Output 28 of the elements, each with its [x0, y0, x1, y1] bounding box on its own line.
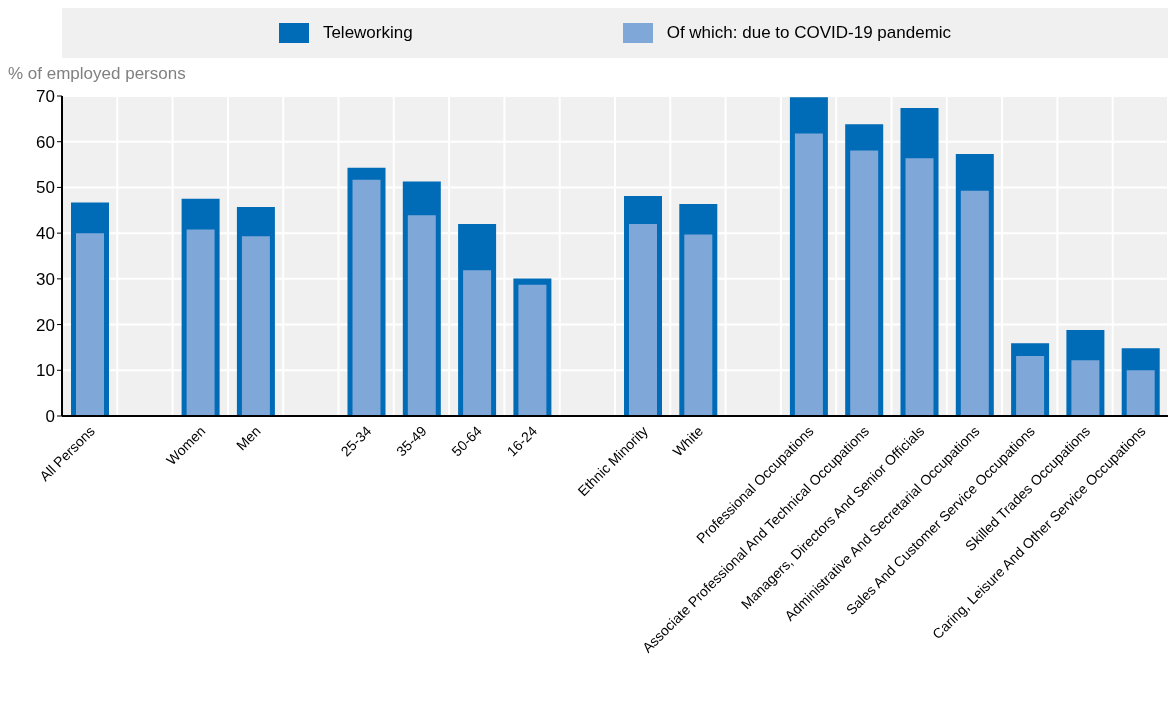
- y-axis-title: % of employed persons: [8, 64, 187, 85]
- bar: [241, 236, 270, 416]
- y-tick-label: 70: [36, 87, 55, 107]
- y-tick-label: 0: [45, 407, 55, 427]
- bar: [629, 224, 657, 416]
- bar: [1016, 356, 1045, 416]
- x-tick-label: Men: [233, 422, 264, 454]
- bar: [905, 158, 934, 416]
- bar: [407, 215, 436, 416]
- bar: [960, 190, 989, 416]
- bar: [463, 270, 492, 416]
- bar: [684, 234, 713, 416]
- y-tick-label: 50: [36, 178, 55, 198]
- bar: [518, 284, 547, 416]
- bar: [186, 229, 215, 416]
- bar: [1126, 370, 1155, 416]
- bar: [352, 179, 381, 416]
- y-tick-label: 20: [36, 315, 55, 335]
- y-tick-label: 30: [36, 269, 55, 289]
- bar: [76, 233, 104, 416]
- bar: [850, 150, 879, 416]
- y-tick-label: 40: [36, 224, 55, 244]
- legend-label: Of which: due to COVID-19 pandemic: [666, 23, 952, 43]
- bar: [1071, 360, 1100, 416]
- y-tick-label: 60: [36, 132, 55, 152]
- bar: [794, 133, 823, 416]
- y-tick-label: 10: [36, 361, 55, 381]
- legend-label: Teleworking: [322, 23, 413, 43]
